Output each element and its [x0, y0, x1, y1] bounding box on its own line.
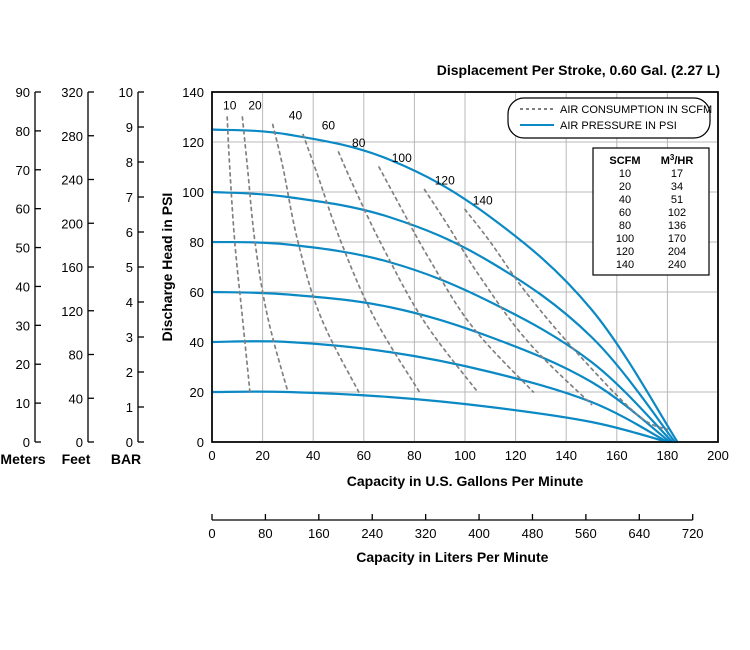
aux-tick-label: 0 [126, 435, 133, 450]
scfm-curve-label: 140 [473, 194, 493, 208]
aux-tick-label: 5 [126, 260, 133, 275]
x2-tick-label: 80 [258, 526, 272, 541]
x2-tick-label: 640 [628, 526, 650, 541]
aux-tick-label: 1 [126, 400, 133, 415]
x-tick-label: 20 [255, 448, 269, 463]
table-cell: 136 [668, 220, 686, 232]
x2-tick-label: 160 [308, 526, 330, 541]
aux-scale-name: BAR [111, 451, 141, 467]
x-tick-label: 180 [657, 448, 679, 463]
table-cell: 40 [619, 194, 631, 206]
table-cell: 17 [671, 168, 683, 180]
y-tick-label: 20 [190, 385, 204, 400]
aux-scale-name: Meters [0, 451, 45, 467]
air-consumption-curve [379, 167, 533, 392]
aux-tick-label: 50 [16, 241, 30, 256]
y-tick-label: 120 [182, 135, 204, 150]
table-cell: 100 [616, 233, 634, 245]
aux-tick-label: 6 [126, 225, 133, 240]
aux-tick-label: 90 [16, 85, 30, 100]
aux-tick-label: 30 [16, 318, 30, 333]
aux-tick-label: 200 [61, 216, 83, 231]
x-tick-label: 140 [555, 448, 577, 463]
y-tick-label: 40 [190, 335, 204, 350]
table-cell: 34 [671, 181, 683, 193]
x-tick-label: 80 [407, 448, 421, 463]
aux-tick-label: 3 [126, 330, 133, 345]
x2-tick-label: 0 [208, 526, 215, 541]
aux-tick-label: 2 [126, 365, 133, 380]
table-cell: 51 [671, 194, 683, 206]
x2-axis-label: Capacity in Liters Per Minute [356, 549, 548, 565]
x2-tick-label: 240 [361, 526, 383, 541]
air-pressure-curve [212, 392, 667, 442]
aux-tick-label: 0 [76, 435, 83, 450]
aux-tick-label: 120 [61, 304, 83, 319]
table-cell: 204 [668, 246, 686, 258]
table-cell: 120 [616, 246, 634, 258]
aux-tick-label: 60 [16, 202, 30, 217]
table-cell: 60 [619, 207, 631, 219]
x2-tick-label: 320 [415, 526, 437, 541]
air-consumption-curve [273, 125, 359, 393]
scfm-curve-label: 60 [322, 119, 336, 133]
aux-tick-label: 40 [16, 279, 30, 294]
table-cell: 102 [668, 207, 686, 219]
x2-tick-label: 480 [522, 526, 544, 541]
table-cell: 240 [668, 259, 686, 271]
y-axis-label: Discharge Head in PSI [159, 193, 175, 342]
x-tick-label: 0 [208, 448, 215, 463]
aux-tick-label: 80 [16, 124, 30, 139]
aux-tick-label: 280 [61, 129, 83, 144]
x-tick-label: 60 [357, 448, 371, 463]
aux-tick-label: 10 [16, 396, 30, 411]
x-tick-label: 120 [505, 448, 527, 463]
x-tick-label: 200 [707, 448, 729, 463]
aux-tick-label: 70 [16, 163, 30, 178]
scfm-curve-label: 20 [248, 99, 262, 113]
aux-tick-label: 7 [126, 190, 133, 205]
x-tick-label: 100 [454, 448, 476, 463]
scfm-curve-label: 120 [435, 174, 455, 188]
aux-tick-label: 80 [69, 348, 83, 363]
aux-scale-name: Feet [62, 451, 91, 467]
aux-tick-label: 0 [23, 435, 30, 450]
y-tick-label: 60 [190, 285, 204, 300]
aux-tick-label: 4 [126, 295, 133, 310]
table-cell: 80 [619, 220, 631, 232]
table-cell: 20 [619, 181, 631, 193]
aux-tick-label: 8 [126, 155, 133, 170]
x-axis-label: Capacity in U.S. Gallons Per Minute [347, 473, 584, 489]
x2-tick-label: 560 [575, 526, 597, 541]
scfm-curve-label: 80 [352, 136, 366, 150]
legend-label: AIR PRESSURE IN PSI [560, 120, 677, 132]
aux-tick-label: 160 [61, 260, 83, 275]
x2-tick-label: 720 [682, 526, 704, 541]
pump-performance-chart: 0204060801001201401601802000204060801001… [0, 0, 750, 650]
table-cell: 170 [668, 233, 686, 245]
scfm-curve-label: 40 [289, 109, 303, 123]
aux-tick-label: 9 [126, 120, 133, 135]
y-tick-label: 140 [182, 85, 204, 100]
aux-tick-label: 320 [61, 85, 83, 100]
scfm-curve-label: 10 [223, 99, 237, 113]
chart-title: Displacement Per Stroke, 0.60 Gal. (2.27… [437, 62, 720, 78]
aux-tick-label: 240 [61, 173, 83, 188]
conversion-table-box [593, 148, 709, 275]
aux-tick-label: 20 [16, 357, 30, 372]
x2-tick-label: 400 [468, 526, 490, 541]
x-tick-label: 40 [306, 448, 320, 463]
table-cell: 10 [619, 168, 631, 180]
table-header: SCFM [609, 155, 640, 167]
legend-label: AIR CONSUMPTION IN SCFM [560, 104, 712, 116]
scfm-curve-label: 100 [392, 151, 412, 165]
y-tick-label: 0 [197, 435, 204, 450]
y-tick-label: 80 [190, 235, 204, 250]
aux-tick-label: 10 [119, 85, 133, 100]
aux-tick-label: 40 [69, 391, 83, 406]
y-tick-label: 100 [182, 185, 204, 200]
x-tick-label: 160 [606, 448, 628, 463]
table-cell: 140 [616, 259, 634, 271]
table-header: M3/HR [661, 153, 694, 168]
